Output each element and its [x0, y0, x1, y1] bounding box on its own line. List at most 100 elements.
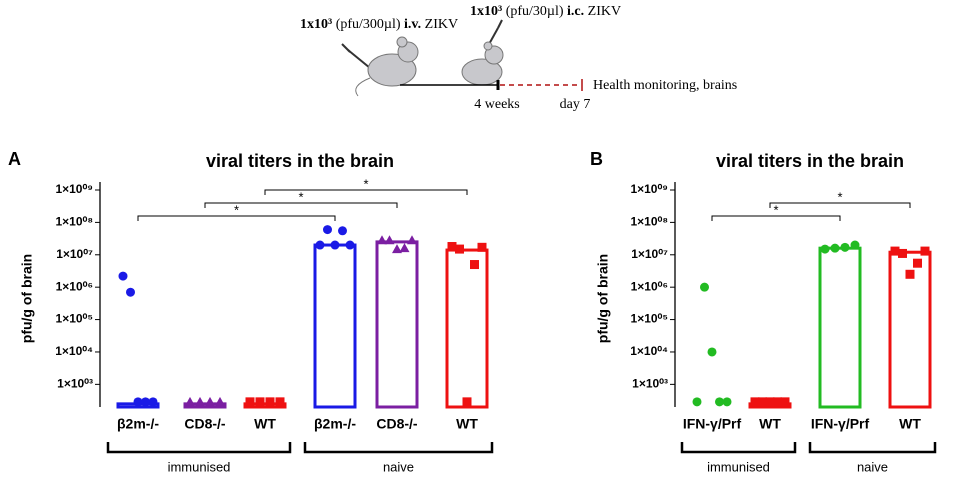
chart-title: viral titers in the brain — [716, 151, 904, 171]
outcome-label: Health monitoring, brains — [593, 78, 737, 93]
dose: 1x10³ — [470, 4, 502, 19]
data-point — [377, 235, 387, 245]
y-tick-label: 1×10⁰⁶ — [631, 279, 668, 293]
data-point — [773, 397, 782, 407]
y-tick-label: 1×10⁰⁷ — [631, 247, 668, 261]
data-point — [275, 397, 285, 407]
significance-label: * — [298, 189, 303, 204]
data-point — [185, 396, 195, 406]
data-point — [245, 397, 255, 407]
x-tick-label: IFN-γ/Prf — [683, 416, 742, 432]
x-tick-label: CD8-/- — [376, 416, 418, 432]
detail: (pfu/300µl) — [336, 17, 401, 32]
data-point — [133, 397, 143, 407]
x-tick-label: WT — [456, 416, 478, 432]
route: i.c. — [567, 4, 584, 19]
end-label: day 7 — [560, 97, 591, 112]
bar — [313, 243, 357, 409]
group-label: immunised — [707, 459, 770, 474]
group-bracket — [303, 442, 494, 454]
bar — [375, 240, 419, 409]
y-tick-label: 1×10⁰⁷ — [56, 247, 93, 261]
group-label: immunised — [168, 459, 231, 474]
data-point — [920, 246, 930, 256]
virus: ZIKV — [425, 17, 458, 32]
mouse — [461, 41, 504, 86]
data-point — [330, 240, 340, 250]
significance-bracket — [711, 215, 841, 221]
data-point — [215, 396, 225, 406]
x-tick-label: β2m-/- — [117, 416, 159, 432]
data-point — [707, 347, 717, 357]
y-tick-label: 1×10⁰³ — [57, 377, 93, 391]
prime-label: 1x10³ (pfu/300µl) i.v. ZIKV — [300, 17, 458, 32]
significance-bracket — [769, 202, 911, 208]
y-tick-label: 1×10⁰⁵ — [56, 312, 93, 326]
x-tick-label: β2m-/- — [314, 416, 356, 432]
x-tick-label: WT — [254, 416, 276, 432]
challenge-label: 1x10³ (pfu/30µl) i.c. ZIKV — [470, 4, 621, 19]
data-point — [840, 242, 850, 252]
data-point — [148, 397, 158, 407]
y-tick-label: 1×10⁰⁸ — [630, 215, 668, 229]
data-point — [205, 396, 215, 406]
x-tick-label: WT — [759, 416, 781, 432]
data-point — [913, 258, 922, 268]
chart-title: viral titers in the brain — [206, 151, 394, 171]
data-point — [126, 287, 135, 297]
bar — [818, 246, 862, 409]
data-point — [750, 397, 760, 407]
x-tick-label: WT — [899, 416, 921, 432]
x-tick-label: CD8-/- — [184, 416, 226, 432]
y-tick-label: 1×10⁰⁹ — [55, 182, 93, 196]
group-label: naive — [383, 459, 414, 474]
significance-bracket — [204, 202, 398, 208]
data-point — [338, 226, 347, 236]
group-bracket — [106, 442, 292, 454]
significance-label: * — [837, 189, 842, 204]
y-axis-label: pfu/g of brain — [595, 254, 611, 343]
significance-label: * — [773, 202, 778, 217]
y-tick-label: 1×10⁰⁴ — [55, 344, 93, 358]
data-point — [399, 243, 410, 253]
y-tick-label: 1×10⁰³ — [632, 377, 668, 391]
dose: 1x10³ — [300, 17, 332, 32]
y-tick-label: 1×10⁰⁸ — [55, 215, 93, 229]
bar — [445, 248, 489, 409]
panel-label: B — [590, 149, 603, 169]
y-axis-label: pfu/g of brain — [19, 254, 35, 343]
y-tick-label: 1×10⁰⁵ — [631, 312, 668, 326]
data-point — [345, 240, 355, 250]
panel-label: A — [8, 149, 21, 169]
significance-label: * — [363, 176, 368, 191]
group-bracket — [808, 442, 937, 454]
data-point — [384, 235, 395, 245]
significance-bracket — [137, 215, 336, 221]
interval-label: 4 weeks — [474, 97, 520, 112]
data-point — [830, 243, 840, 253]
route: i.v. — [404, 17, 421, 32]
x-tick-label: IFN-γ/Prf — [811, 416, 870, 432]
group-bracket — [680, 442, 797, 454]
virus: ZIKV — [588, 4, 621, 19]
data-point — [407, 235, 417, 245]
data-point — [700, 282, 709, 292]
data-point — [323, 225, 332, 235]
data-point — [692, 397, 702, 407]
bar — [183, 402, 227, 409]
data-point — [141, 397, 150, 407]
protocol-schematic: 1x10³ (pfu/300µl) i.v. ZIKV 1x10³ (pfu/3… — [300, 4, 737, 112]
data-point — [820, 244, 830, 254]
data-point — [765, 397, 775, 407]
data-point — [447, 242, 457, 252]
data-point — [715, 397, 724, 407]
data-point — [195, 396, 205, 406]
data-point — [455, 244, 464, 254]
group-label: naive — [857, 459, 888, 474]
data-point — [722, 397, 732, 407]
syringe — [341, 43, 371, 69]
data-point — [905, 269, 915, 279]
